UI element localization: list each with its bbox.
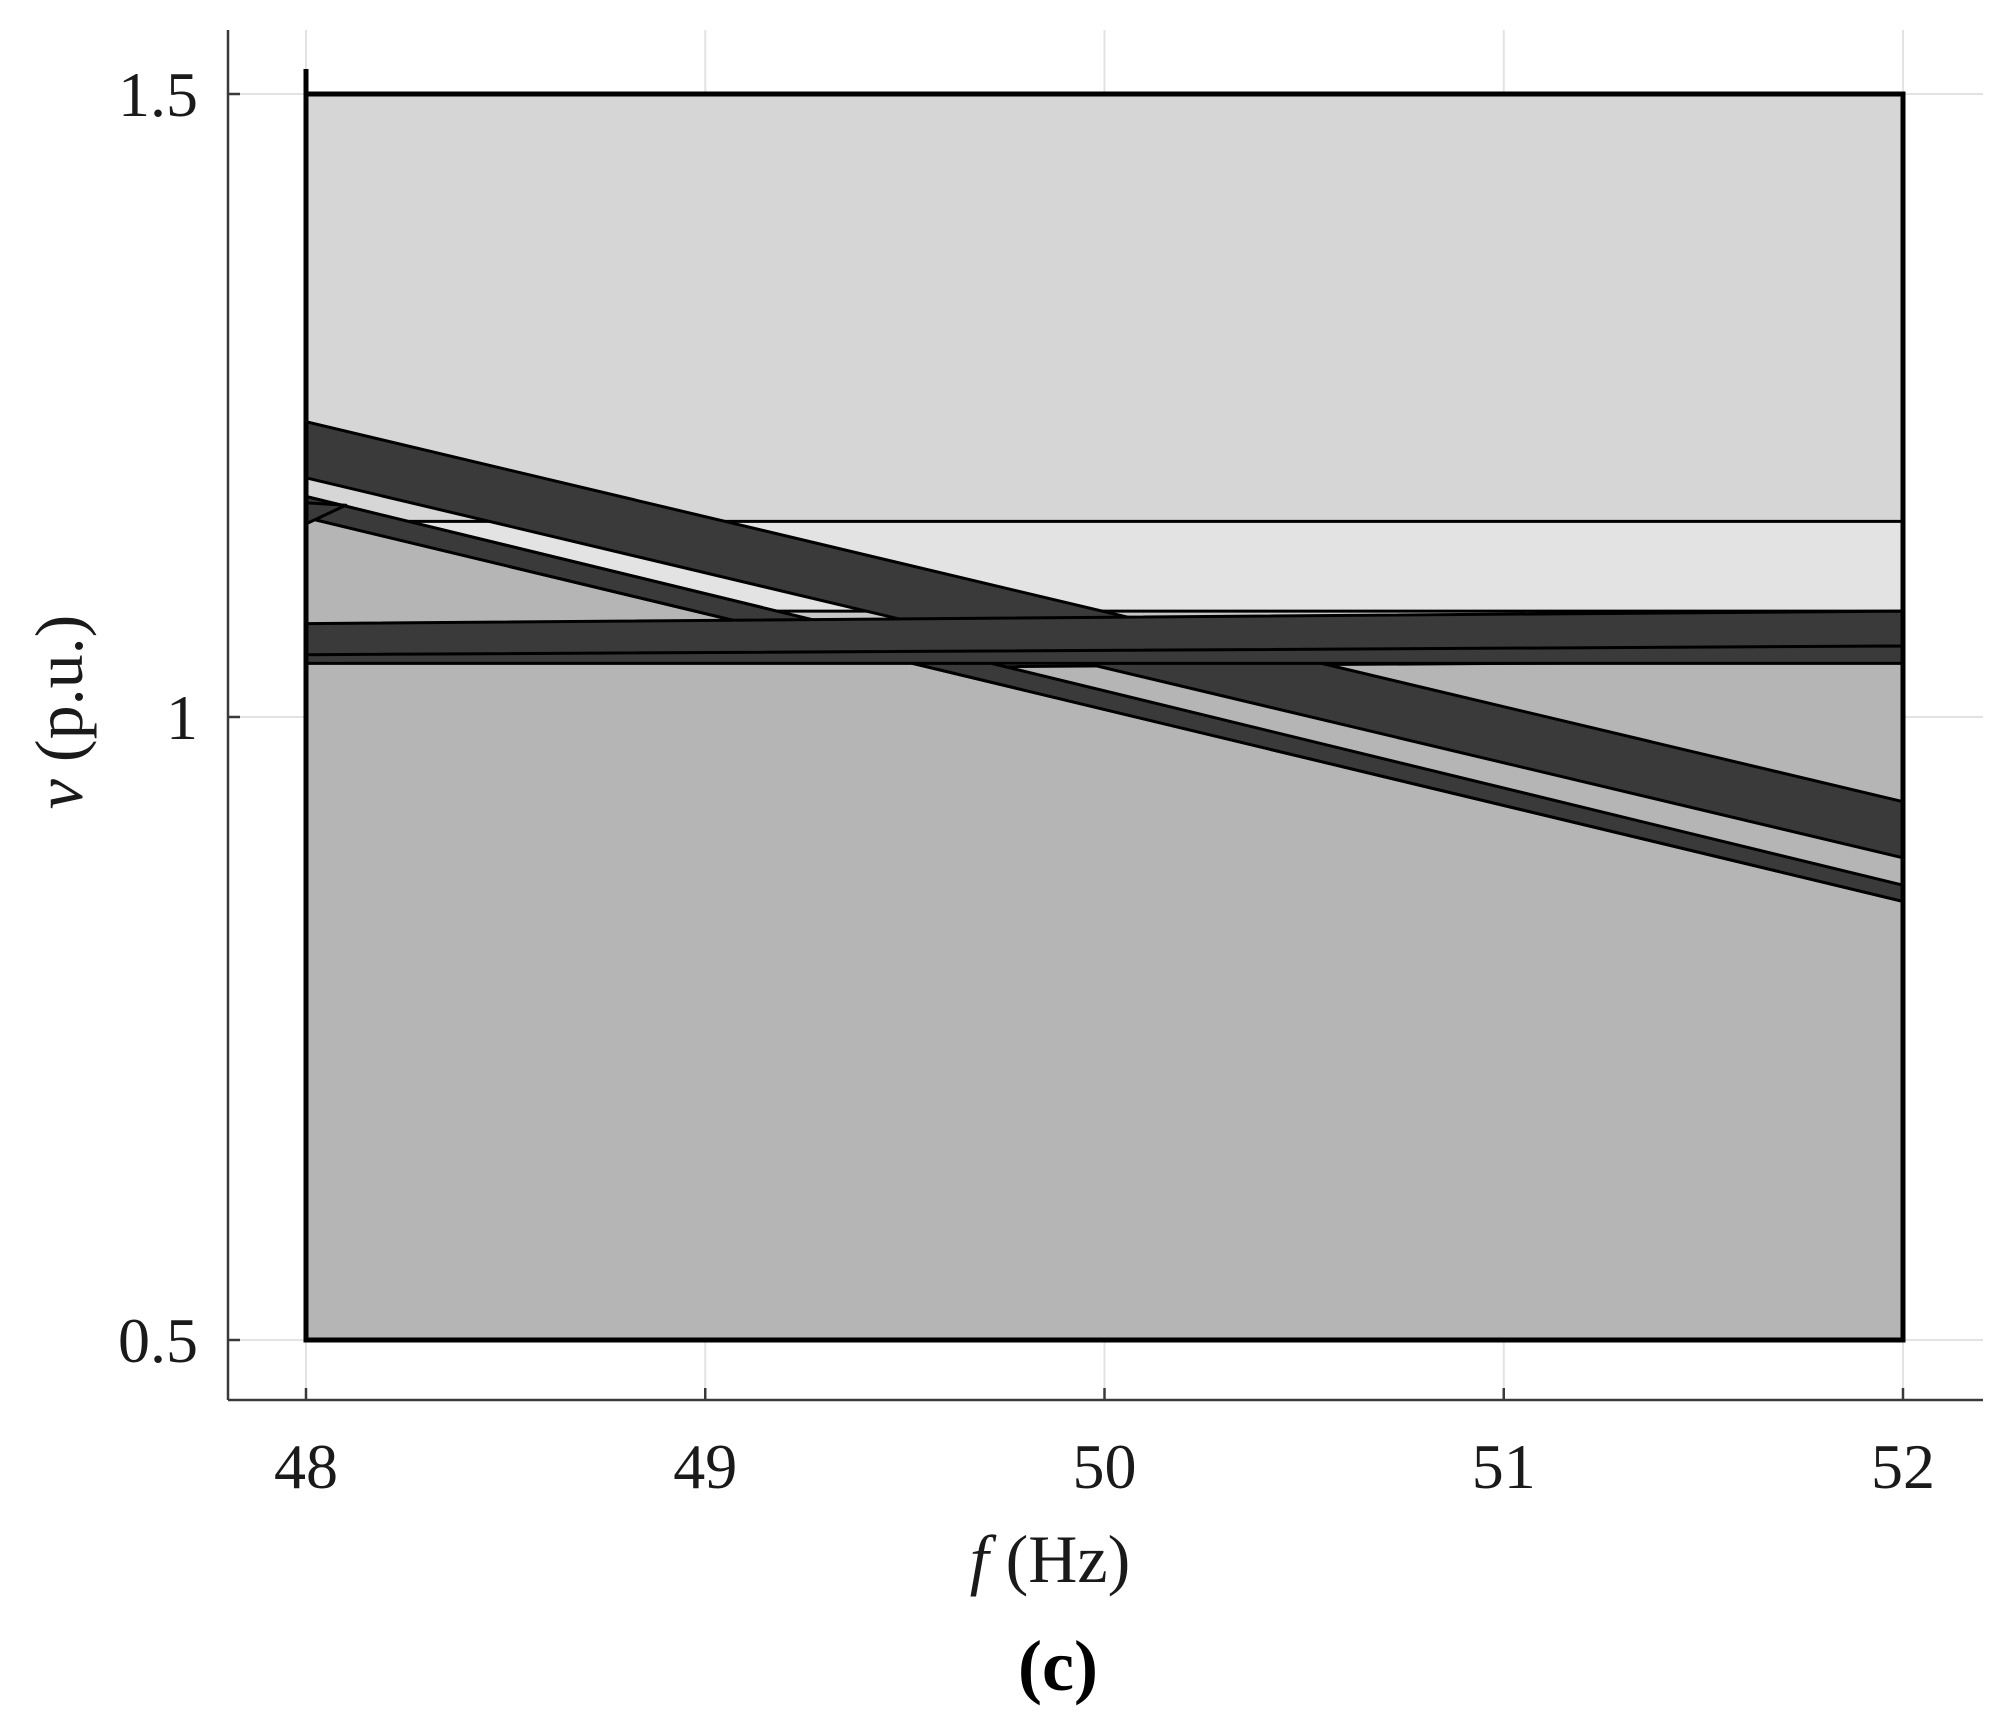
x-axis-label: f (Hz) [970, 1521, 1130, 1597]
x-tick-label: 52 [1871, 1431, 1935, 1502]
x-tick-label: 48 [274, 1431, 338, 1502]
y-tick-label: 1 [166, 682, 198, 753]
plot-boundary [303, 91, 1906, 1343]
x-tick-labels: 48 49 50 51 52 [274, 1431, 1935, 1502]
chart-regions [304, 92, 1905, 1342]
figure-caption: (c) [1018, 1626, 1098, 1706]
x-tick-label: 49 [673, 1431, 737, 1502]
axes [226, 30, 1983, 1402]
x-tick-label: 51 [1472, 1431, 1536, 1502]
y-tick-label: 1.5 [118, 59, 198, 130]
y-tick-labels: 0.5 1 1.5 [118, 59, 198, 1376]
x-tick-label: 50 [1073, 1431, 1137, 1502]
y-axis-label: v (p.u.) [21, 615, 97, 809]
y-tick-label: 0.5 [118, 1305, 198, 1376]
